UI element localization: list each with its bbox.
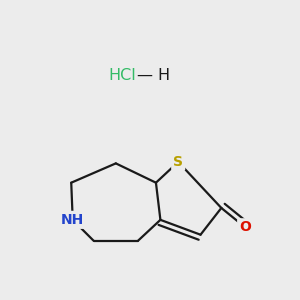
Text: —: — [136, 68, 152, 83]
Text: S: S [173, 155, 183, 169]
Text: NH: NH [61, 213, 84, 227]
Text: O: O [239, 220, 251, 234]
Text: HCl: HCl [108, 68, 136, 83]
Text: H: H [157, 68, 170, 83]
